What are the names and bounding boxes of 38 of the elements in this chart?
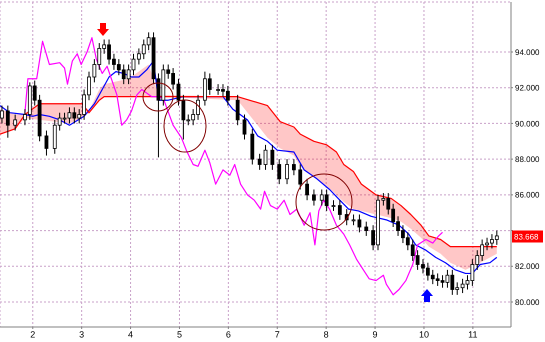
y-tick-label: 88.000: [515, 154, 540, 164]
candlestick: [364, 221, 368, 236]
candlestick: [292, 158, 296, 176]
y-tick-label: 90.000: [515, 119, 540, 128]
x-tick-label: 5: [176, 329, 182, 340]
candlestick: [44, 130, 48, 156]
y-tick-label: 94.000: [515, 48, 540, 57]
candlestick: [358, 214, 362, 233]
x-tick-label: 8: [324, 329, 329, 340]
line-series: [24, 37, 444, 296]
x-tick-label: 2: [30, 329, 36, 340]
candlestick: [6, 105, 10, 138]
candlestick: [312, 189, 316, 206]
candlestick: [277, 158, 282, 185]
candlestick: [13, 114, 18, 132]
y-tick-label: 80.000: [515, 298, 540, 307]
x-tick-label: 6: [226, 329, 231, 340]
candlestick: [305, 178, 309, 201]
candlestick: [258, 153, 262, 170]
x-tick-label: 7: [274, 329, 280, 340]
x-tick-label: 9: [372, 329, 378, 340]
x-tick-label: 11: [468, 329, 478, 340]
candlestick: [270, 144, 274, 170]
x-tick-label: 4: [128, 329, 134, 340]
candlestick: [285, 158, 289, 185]
x-tick-label: 10: [418, 329, 429, 340]
y-tick-label: 82.000: [515, 262, 540, 272]
candlestick: [332, 200, 336, 212]
candlestick: [338, 200, 342, 220]
annotation: 83.668: [514, 232, 540, 242]
y-tick-label: 92.000: [515, 84, 540, 93]
candlestick: [298, 164, 302, 190]
candlestick: [352, 214, 356, 226]
candlestick: [236, 94, 240, 126]
x-tick-label: 3: [79, 329, 84, 340]
candlestick: [264, 144, 268, 170]
y-tick-label: 86.000: [515, 190, 540, 200]
candlestick: [242, 114, 246, 140]
